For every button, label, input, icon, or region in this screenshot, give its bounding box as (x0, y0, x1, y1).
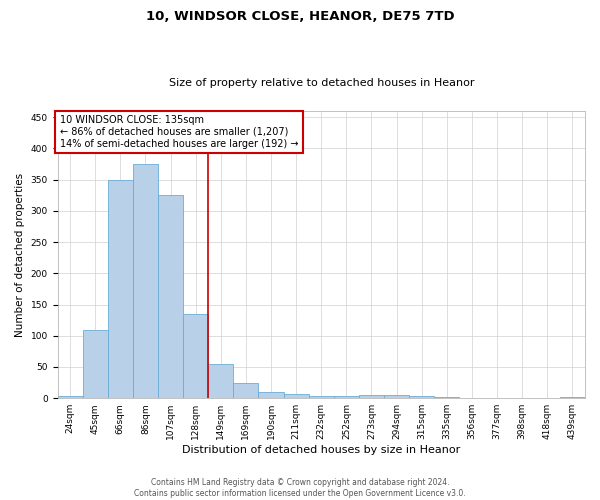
Y-axis label: Number of detached properties: Number of detached properties (15, 172, 25, 336)
Bar (359, 395, 384, 398)
Text: 10 WINDSOR CLOSE: 135sqm
← 86% of detached houses are smaller (1,207)
14% of sem: 10 WINDSOR CLOSE: 135sqm ← 86% of detach… (60, 116, 299, 148)
Bar (334, 396, 359, 398)
Bar (409, 396, 434, 398)
Bar (158, 196, 183, 398)
Bar (108, 180, 133, 398)
Bar (83, 330, 108, 398)
Bar (384, 395, 409, 398)
Bar (133, 164, 158, 398)
Bar (434, 397, 460, 398)
Text: 10, WINDSOR CLOSE, HEANOR, DE75 7TD: 10, WINDSOR CLOSE, HEANOR, DE75 7TD (146, 10, 454, 23)
X-axis label: Distribution of detached houses by size in Heanor: Distribution of detached houses by size … (182, 445, 460, 455)
Bar (309, 396, 334, 398)
Bar (284, 394, 309, 398)
Title: Size of property relative to detached houses in Heanor: Size of property relative to detached ho… (169, 78, 474, 88)
Bar (259, 392, 284, 398)
Bar (560, 397, 585, 398)
Bar (208, 364, 233, 398)
Text: Contains HM Land Registry data © Crown copyright and database right 2024.
Contai: Contains HM Land Registry data © Crown c… (134, 478, 466, 498)
Bar (58, 396, 83, 398)
Bar (183, 314, 208, 398)
Bar (233, 382, 259, 398)
